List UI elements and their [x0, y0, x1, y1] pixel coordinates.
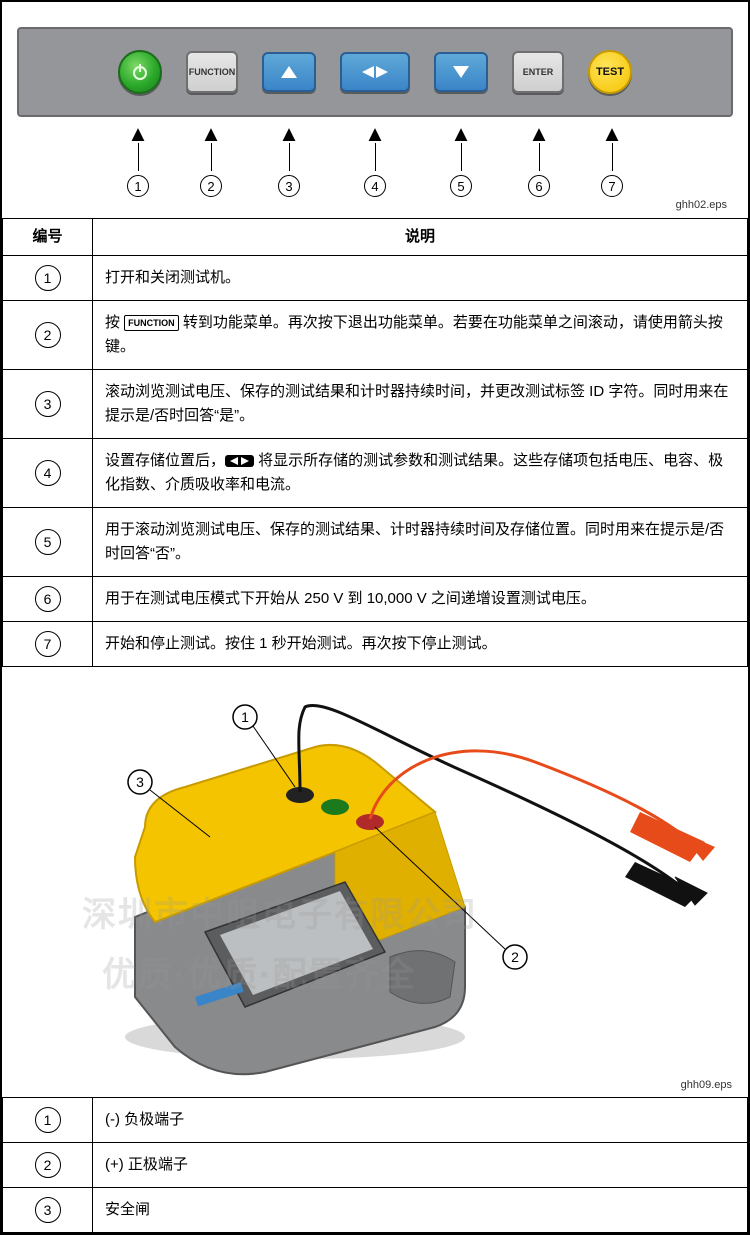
circled-number: 6: [35, 586, 61, 612]
table-row: 5 用于滚动浏览测试电压、保存的测试结果、计时器持续时间及存储位置。同时用来在提示…: [3, 508, 748, 577]
table-row: 3 安全闸: [3, 1188, 748, 1233]
enter-button: ENTER: [512, 51, 564, 93]
arrow-up-icon: ▲: [127, 125, 149, 143]
row-description-cell: 用于滚动浏览测试电压、保存的测试结果、计时器持续时间及存储位置。同时用来在提示是…: [93, 508, 748, 577]
row-number-cell: 2: [3, 301, 93, 370]
device-callout-3: 3: [136, 774, 144, 790]
row-description-cell: 滚动浏览测试电压、保存的测试结果和计时器持续时间，并更改测试标签 ID 字符。同…: [93, 370, 748, 439]
function-badge-icon: FUNCTION: [124, 315, 179, 331]
callout-1: ▲ 1: [116, 125, 160, 197]
arrow-up-icon: ▲: [364, 125, 386, 143]
callout-5: ▲ 5: [434, 125, 488, 197]
triangle-up-icon: [280, 65, 298, 79]
power-button: [118, 50, 162, 94]
arrow-up-icon: ▲: [200, 125, 222, 143]
row-description-cell: (+) 正极端子: [93, 1143, 748, 1188]
row-number-cell: 1: [3, 1098, 93, 1143]
table-row: 1 打开和关闭测试机。: [3, 256, 748, 301]
circled-number: 1: [35, 1107, 61, 1133]
circled-number: 2: [35, 322, 61, 348]
terminal-description-table: 1 (-) 负极端子 2 (+) 正极端子 3 安全闸: [2, 1097, 748, 1233]
triangle-right-icon: [375, 65, 389, 79]
circled-number: 2: [35, 1152, 61, 1178]
arrow-up-icon: ▲: [278, 125, 300, 143]
row-description-cell: 打开和关闭测试机。: [93, 256, 748, 301]
callout-4: ▲ 4: [340, 125, 410, 197]
row-number-cell: 6: [3, 577, 93, 622]
eps-filename: ghh02.eps: [17, 197, 733, 213]
row-number-cell: 2: [3, 1143, 93, 1188]
left-right-badge-icon: [225, 455, 254, 467]
callout-row: ▲ 1 ▲ 2 ▲ 3 ▲ 4 ▲ 5 ▲ 6: [17, 125, 733, 197]
circled-number: 5: [35, 529, 61, 555]
table-row: 2 按 FUNCTION 转到功能菜单。再次按下退出功能菜单。若要在功能菜单之间滚…: [3, 301, 748, 370]
table-row: 7 开始和停止测试。按住 1 秒开始测试。再次按下停止测试。: [3, 622, 748, 667]
table-row: 4 设置存储位置后， 将显示所存储的测试参数和测试结果。这些存储项包括电压、电容、…: [3, 439, 748, 508]
table-row: 6 用于在测试电压模式下开始从 250 V 到 10,000 V 之间递增设置测试…: [3, 577, 748, 622]
row-description-cell: 用于在测试电压模式下开始从 250 V 到 10,000 V 之间递增设置测试电…: [93, 577, 748, 622]
circled-number: 1: [35, 265, 61, 291]
row-description-cell: 设置存储位置后， 将显示所存储的测试参数和测试结果。这些存储项包括电压、电容、极…: [93, 439, 748, 508]
callout-number: 2: [200, 175, 222, 197]
table-header-description: 说明: [93, 219, 748, 256]
device-figure: 深圳市中咀电子有限公司 优质·优质·配置齐全: [2, 667, 748, 1097]
left-right-button: [340, 52, 410, 92]
triangle-down-icon: [452, 65, 470, 79]
row-description-cell: 开始和停止测试。按住 1 秒开始测试。再次按下停止测试。: [93, 622, 748, 667]
row-number-cell: 4: [3, 439, 93, 508]
device-button-panel: FUNCTION ENTER TEST: [17, 27, 733, 117]
test-button: TEST: [588, 50, 632, 94]
callout-number: 3: [278, 175, 300, 197]
callout-number: 1: [127, 175, 149, 197]
down-button: [434, 52, 488, 92]
row-description-cell: 安全闸: [93, 1188, 748, 1233]
function-button: FUNCTION: [186, 51, 238, 93]
circled-number: 7: [35, 631, 61, 657]
row-number-cell: 5: [3, 508, 93, 577]
eps-filename: ghh09.eps: [681, 1077, 738, 1093]
row-number-cell: 3: [3, 1188, 93, 1233]
row-number-cell: 1: [3, 256, 93, 301]
arrow-up-icon: ▲: [528, 125, 550, 143]
device-callout-1: 1: [241, 709, 249, 725]
row-description-cell: (-) 负极端子: [93, 1098, 748, 1143]
callout-3: ▲ 3: [262, 125, 316, 197]
button-description-table: 编号 说明 1 打开和关闭测试机。 2 按 FUNCTION 转到功能菜单。再次按下退…: [2, 218, 748, 667]
arrow-up-icon: ▲: [601, 125, 623, 143]
button-panel-figure: 深圳市中咀电子有限公司 FUNCTION ENT: [2, 2, 748, 218]
circled-number: 3: [35, 1197, 61, 1223]
callout-number: 4: [364, 175, 386, 197]
table-row: 3 滚动浏览测试电压、保存的测试结果和计时器持续时间，并更改测试标签 ID 字符。…: [3, 370, 748, 439]
table-header-number: 编号: [3, 219, 93, 256]
callout-number: 7: [601, 175, 623, 197]
callout-7: ▲ 7: [590, 125, 634, 197]
power-icon: [130, 62, 150, 82]
table-row: 1 (-) 负极端子: [3, 1098, 748, 1143]
callout-2: ▲ 2: [184, 125, 238, 197]
callout-number: 5: [450, 175, 472, 197]
circled-number: 3: [35, 391, 61, 417]
table-row: 2 (+) 正极端子: [3, 1143, 748, 1188]
row-description-cell: 按 FUNCTION 转到功能菜单。再次按下退出功能菜单。若要在功能菜单之间滚动…: [93, 301, 748, 370]
triangle-left-icon: [361, 65, 375, 79]
up-button: [262, 52, 316, 92]
device-illustration: 1 3 2: [35, 677, 715, 1077]
device-callout-2: 2: [511, 949, 519, 965]
row-number-cell: 3: [3, 370, 93, 439]
document-page: 深圳市中咀电子有限公司 FUNCTION ENT: [0, 0, 750, 1235]
callout-number: 6: [528, 175, 550, 197]
arrow-up-icon: ▲: [450, 125, 472, 143]
callout-6: ▲ 6: [512, 125, 566, 197]
circled-number: 4: [35, 460, 61, 486]
row-number-cell: 7: [3, 622, 93, 667]
